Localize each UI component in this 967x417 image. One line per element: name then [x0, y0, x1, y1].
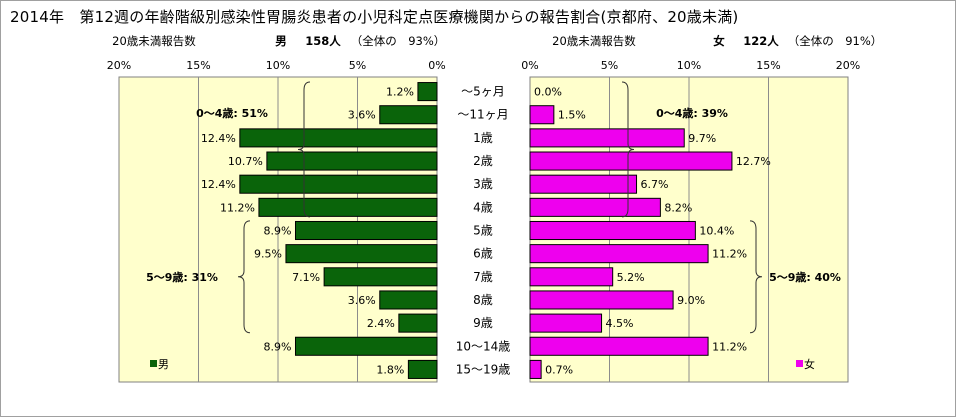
male-data-label: 8.9%	[264, 340, 292, 353]
female-bar	[529, 128, 685, 148]
right-brace-5-9	[749, 220, 763, 334]
female-bar	[529, 336, 709, 356]
female-data-label: 0.7%	[545, 363, 573, 376]
right-x-tick: 5%	[601, 59, 618, 72]
left-brace-5-9	[237, 220, 251, 334]
female-data-label: 9.7%	[688, 132, 716, 145]
female-data-label: 4.5%	[606, 317, 634, 330]
male-data-label: 8.9%	[264, 225, 292, 238]
female-data-label: 6.7%	[641, 178, 669, 191]
age-category-label: ～5ヶ月	[461, 85, 505, 99]
female-data-label: 1.5%	[558, 109, 586, 122]
right-legend: 女	[796, 357, 815, 371]
female-bar	[529, 197, 661, 217]
right-x-tick: 10%	[677, 59, 701, 72]
left-annotation-0-4: 0～4歳: 51%	[196, 106, 268, 120]
age-category-label: 6歳	[473, 247, 493, 261]
female-data-label: 10.4%	[699, 225, 734, 238]
right-caption: 20歳未満報告数	[552, 34, 636, 48]
right-share: （全体の 91%）	[788, 34, 883, 48]
right-x-tick: 0%	[521, 59, 538, 72]
female-data-label: 8.2%	[664, 201, 692, 214]
left-caption: 20歳未満報告数	[112, 34, 196, 48]
male-bar	[379, 290, 438, 310]
female-data-label: 9.0%	[677, 294, 705, 307]
female-bar	[529, 359, 542, 379]
male-data-label: 1.8%	[376, 363, 404, 376]
male-data-label: 7.1%	[292, 271, 320, 284]
left-x-tick: 10%	[266, 59, 290, 72]
male-data-label: 3.6%	[348, 109, 376, 122]
female-bar	[529, 267, 614, 287]
age-category-label: 3歳	[473, 177, 493, 191]
female-data-label: 11.2%	[712, 248, 747, 261]
male-data-label: 12.4%	[201, 132, 236, 145]
female-bar	[529, 244, 709, 264]
male-data-label: 12.4%	[201, 178, 236, 191]
male-bar	[398, 313, 438, 333]
left-legend-swatch	[150, 360, 157, 367]
age-category-label: 2歳	[473, 154, 493, 168]
chart-title: 2014年 第12週の年齢階級別感染性胃腸炎患者の小児科定点医療機関からの報告割…	[10, 8, 739, 26]
male-bar	[407, 359, 438, 379]
female-data-label: 0.0%	[534, 86, 562, 99]
left-sex: 男	[275, 34, 287, 48]
right-sex: 女	[713, 34, 725, 48]
left-x-tick: 5%	[349, 59, 366, 72]
male-bar	[285, 244, 438, 264]
male-bar	[239, 128, 438, 148]
female-data-label: 12.7%	[736, 155, 771, 168]
male-data-label: 9.5%	[254, 248, 282, 261]
female-bar	[529, 220, 696, 241]
right-x-tick: 20%	[836, 59, 860, 72]
right-annotation-5-9: 5～9歳: 40%	[769, 270, 841, 284]
left-x-tick: 20%	[107, 59, 131, 72]
male-bar	[266, 151, 438, 171]
age-category-label: 9歳	[473, 316, 493, 330]
male-data-label: 11.2%	[220, 201, 255, 214]
male-bar	[258, 197, 438, 217]
male-data-label: 3.6%	[348, 294, 376, 307]
male-data-label: 1.2%	[386, 86, 414, 99]
male-bar	[323, 267, 438, 287]
age-category-label: 10～14歳	[456, 339, 511, 353]
female-bar	[529, 105, 555, 125]
right-legend-label: 女	[804, 357, 815, 371]
age-category-label: 1歳	[473, 131, 493, 145]
age-category-label: 8歳	[473, 293, 493, 307]
female-data-label: 5.2%	[617, 271, 645, 284]
right-count: 122人	[743, 34, 779, 48]
left-legend-label: 男	[158, 358, 169, 371]
male-data-label: 10.7%	[228, 155, 263, 168]
male-bar	[294, 220, 438, 241]
left-annotation-5-9: 5～9歳: 31%	[146, 270, 218, 284]
left-x-tick: 15%	[186, 59, 210, 72]
left-legend: 男	[150, 358, 169, 371]
female-bar	[529, 174, 638, 194]
left-x-tick: 0%	[428, 59, 445, 72]
age-category-label: 5歳	[473, 224, 493, 238]
female-bar	[529, 151, 733, 171]
left-brace-0-4	[297, 81, 311, 218]
left-share: （全体の 93%）	[351, 34, 446, 48]
left-count: 158人	[305, 34, 341, 48]
female-bar	[529, 313, 603, 333]
age-category-label: ～11ヶ月	[457, 108, 508, 122]
age-category-label: 7歳	[473, 270, 493, 284]
male-bar	[239, 174, 438, 194]
right-legend-swatch	[796, 360, 803, 367]
male-data-label: 2.4%	[367, 317, 395, 330]
age-category-label: 15～19歳	[456, 362, 511, 376]
right-annotation-0-4: 0～4歳: 39%	[656, 106, 728, 120]
male-bar	[294, 336, 438, 356]
male-bar	[379, 105, 438, 125]
right-brace-0-4	[621, 81, 635, 218]
age-category-label: 4歳	[473, 200, 493, 214]
male-bar	[417, 82, 438, 102]
right-x-tick: 15%	[756, 59, 780, 72]
female-data-label: 11.2%	[712, 340, 747, 353]
female-bar	[529, 290, 674, 310]
